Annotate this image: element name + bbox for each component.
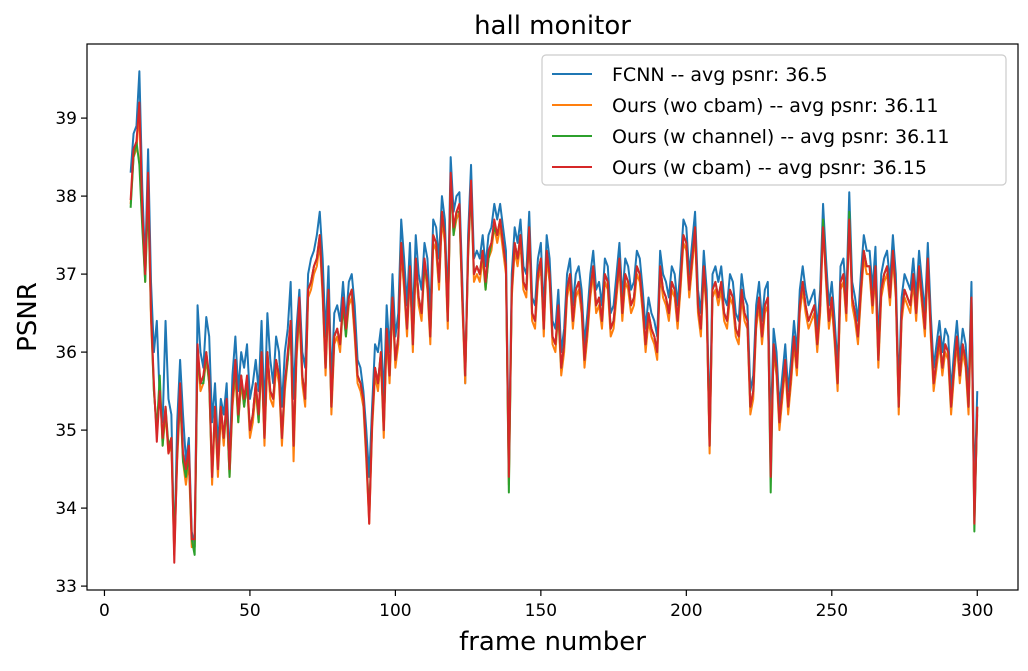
y-tick-label: 38 (55, 187, 77, 207)
plot-area-frame (86, 43, 1019, 591)
x-axis-label: frame number (459, 627, 646, 657)
y-axis-label: PSNR (13, 282, 43, 352)
chart-title: hall monitor (474, 11, 631, 41)
legend-label-3: Ours (w channel) -- avg psnr: 36.11 (612, 126, 949, 148)
y-tick-label: 39 (55, 109, 77, 129)
y-tick-label: 33 (55, 577, 77, 597)
legend-label-4: Ours (w cbam) -- avg psnr: 36.15 (612, 157, 927, 179)
x-tick-label: 150 (525, 601, 557, 621)
y-axis-ticks: 33 34 35 36 37 38 39 (55, 109, 87, 597)
y-tick-label: 36 (55, 343, 77, 363)
legend-label-2: Ours (wo cbam) -- avg psnr: 36.11 (612, 95, 939, 117)
y-tick-label: 34 (55, 499, 77, 519)
x-tick-label: 0 (99, 601, 110, 621)
x-tick-label: 200 (670, 601, 702, 621)
x-tick-label: 300 (961, 601, 993, 621)
legend-box (541, 54, 1007, 186)
series-layer (129, 70, 979, 564)
legend-label-1: FCNN -- avg psnr: 36.5 (612, 64, 828, 86)
series-line-4 (129, 101, 979, 564)
legend: FCNN -- avg psnr: 36.5 Ours (wo cbam) -- … (541, 54, 1007, 186)
x-tick-label: 50 (239, 601, 261, 621)
x-axis-ticks: 0 50 100 150 200 250 300 (99, 590, 993, 621)
x-tick-label: 100 (379, 601, 411, 621)
y-tick-label: 35 (55, 421, 77, 441)
x-tick-label: 250 (816, 601, 848, 621)
y-tick-label: 37 (55, 265, 77, 285)
